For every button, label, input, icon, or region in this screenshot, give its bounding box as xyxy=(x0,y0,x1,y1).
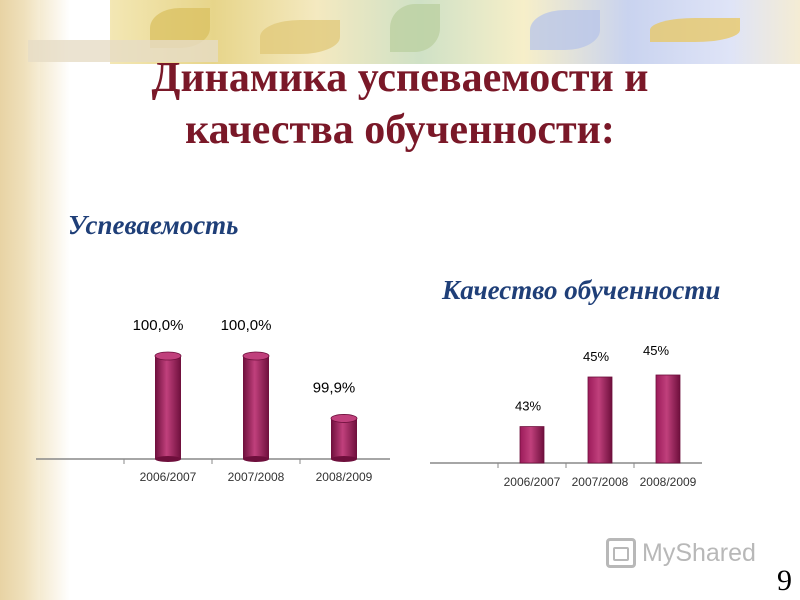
chart2-data-label: 45% xyxy=(643,343,669,358)
chart1-bar-top xyxy=(154,351,182,361)
chart1-data-label: 100,0% xyxy=(133,317,184,334)
chart2-bar xyxy=(655,374,681,464)
chart1-bar-top xyxy=(242,351,270,361)
chart1-bar xyxy=(155,356,181,459)
chart1-bar xyxy=(331,418,357,459)
chart2-x-tick-label: 2006/2007 xyxy=(504,475,561,489)
chart2-bar xyxy=(519,426,545,464)
page-number: 9 xyxy=(777,564,792,597)
chart2-data-label: 43% xyxy=(515,399,541,414)
chart2-x-tick-label: 2007/2008 xyxy=(572,475,629,489)
chart1-x-tick-label: 2007/2008 xyxy=(228,470,285,484)
title-line-1: Динамика успеваемости и xyxy=(151,55,649,101)
chart1-bar-base xyxy=(243,456,269,462)
watermark-text: MyShared xyxy=(642,538,756,567)
parchment-background xyxy=(0,0,40,600)
title-line-2: качества обученности: xyxy=(185,107,615,153)
background-fade xyxy=(40,0,70,600)
chart1-x-tick-label: 2008/2009 xyxy=(316,470,373,484)
chart1-data-label: 100,0% xyxy=(221,317,272,334)
chart2-title: Качество обученности xyxy=(442,275,721,305)
chart1-bar-base xyxy=(155,456,181,462)
decorative-strip xyxy=(28,40,218,62)
chart1-title: Успеваемость xyxy=(68,210,239,240)
chart2-bar xyxy=(587,376,613,464)
page-title: Динамика успеваемости и качества обученн… xyxy=(0,52,800,156)
chart1-x-tick-label: 2006/2007 xyxy=(140,470,197,484)
watermark: MyShared xyxy=(606,538,756,568)
chart1-bar-base xyxy=(331,456,357,462)
chart1-bar xyxy=(243,356,269,459)
chart2-x-tick-label: 2008/2009 xyxy=(640,475,697,489)
chart2-data-label: 45% xyxy=(583,349,609,364)
presentation-icon xyxy=(606,538,636,568)
decorative-banner xyxy=(110,0,800,64)
chart1-bar-top xyxy=(330,414,358,423)
chart1-data-label: 99,9% xyxy=(313,379,356,396)
